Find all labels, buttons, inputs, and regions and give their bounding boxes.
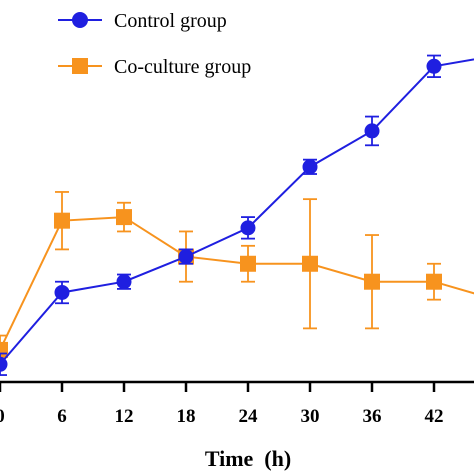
data-point bbox=[0, 356, 8, 372]
x-tick-label-42: 42 bbox=[425, 406, 444, 427]
x-tick-label-30: 30 bbox=[301, 406, 320, 427]
legend-label-coculture: Co-culture group bbox=[114, 56, 251, 78]
x-axis-title: Time (h) bbox=[205, 446, 291, 471]
data-point bbox=[178, 249, 194, 265]
data-point bbox=[426, 58, 442, 74]
data-point bbox=[240, 220, 256, 236]
data-point bbox=[426, 273, 442, 290]
x-tick-label-18: 18 bbox=[177, 406, 196, 427]
series-coculture bbox=[0, 191, 474, 366]
data-point bbox=[116, 209, 132, 226]
data-point bbox=[0, 341, 8, 358]
data-point bbox=[364, 123, 380, 139]
x-tick-group: 0 6 12 18 24 30 36 42 bbox=[0, 382, 444, 427]
x-tick-label-0: 0 bbox=[0, 406, 5, 427]
legend-marker-coculture bbox=[72, 58, 88, 74]
data-point bbox=[240, 255, 256, 272]
series-line bbox=[0, 58, 474, 365]
data-point bbox=[302, 255, 318, 272]
plot-area bbox=[0, 54, 474, 376]
data-point bbox=[54, 284, 70, 300]
legend: Control group Co-culture group bbox=[58, 10, 251, 78]
series-line bbox=[0, 216, 474, 351]
x-tick-label-12: 12 bbox=[115, 406, 134, 427]
data-point bbox=[116, 274, 132, 290]
x-tick-label-6: 6 bbox=[57, 406, 67, 427]
data-point bbox=[364, 273, 380, 290]
data-point bbox=[302, 159, 318, 175]
legend-label-control: Control group bbox=[114, 10, 227, 32]
x-tick-label-36: 36 bbox=[363, 406, 382, 427]
legend-marker-control bbox=[72, 12, 88, 28]
series-control bbox=[0, 54, 474, 376]
x-tick-label-24: 24 bbox=[239, 406, 259, 427]
data-point bbox=[54, 212, 70, 229]
